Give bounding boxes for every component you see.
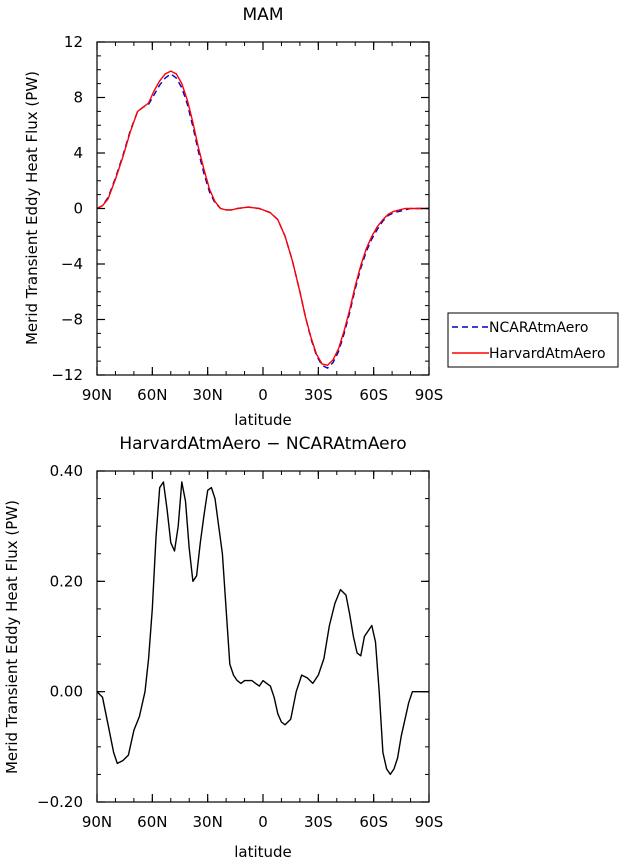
x-tick-label: 30S: [304, 813, 333, 831]
legend-label-harvard: HarvardAtmAero: [489, 346, 606, 362]
legend-label-ncar: NCARAtmAero: [489, 320, 588, 336]
y-tick-label: 12: [64, 33, 83, 51]
y-tick-label: −0.20: [37, 793, 83, 811]
x-tick-label: 0: [258, 386, 268, 404]
bottom-chart-axes: 90N 60N 30N 0 30S 60S 90S 0.40 0.20 0.00 −0.20: [37, 462, 443, 831]
top-chart-legend: NCARAtmAero HarvardAtmAero: [447, 312, 619, 368]
top-chart-x-label: latitude: [234, 411, 292, 429]
top-chart-marks: [96, 70, 429, 369]
x-tick-label: 90S: [415, 386, 444, 404]
x-tick-label: 30N: [193, 813, 223, 831]
y-tick-label: 4: [73, 144, 83, 162]
x-tick-label: 0: [258, 813, 268, 831]
series-line-difference: [96, 481, 429, 776]
x-tick-label: 30N: [193, 386, 223, 404]
series-line-ncaratmaero: [96, 73, 429, 369]
x-tick-label: 60S: [359, 386, 388, 404]
x-tick-label: 90N: [82, 813, 112, 831]
x-tick-label: 60N: [137, 386, 167, 404]
y-tick-label: −4: [61, 255, 83, 273]
top-chart-panel: MAM 90N 60N 30N 0 30S 60S 90S 12 8 4 0 −4 −8 −12 lati…: [23, 5, 619, 429]
x-tick-label: 60S: [359, 813, 388, 831]
series-line-harvardatmaero: [96, 70, 429, 366]
bottom-chart-title: HarvardAtmAero − NCARAtmAero: [119, 434, 406, 454]
top-chart-frame: [96, 41, 430, 376]
y-tick-label: −12: [51, 366, 83, 384]
x-tick-label: 60N: [137, 813, 167, 831]
bottom-chart-panel: HarvardAtmAero − NCARAtmAero 90N 60N 30N 0 3…: [3, 434, 443, 861]
legend-box: [447, 312, 619, 368]
top-chart-title: MAM: [243, 5, 284, 25]
bottom-chart-marks: [96, 481, 429, 776]
x-tick-label: 90S: [415, 813, 444, 831]
y-tick-label: −8: [61, 311, 83, 329]
bottom-chart-x-label: latitude: [234, 843, 292, 861]
y-tick-label: 0.00: [50, 683, 83, 701]
x-tick-label: 90N: [82, 386, 112, 404]
y-tick-label: 8: [73, 89, 83, 107]
y-tick-label: 0.40: [50, 462, 83, 480]
top-chart-axes: 90N 60N 30N 0 30S 60S 90S 12 8 4 0 −4 −8 −12: [51, 33, 443, 404]
x-tick-label: 30S: [304, 386, 333, 404]
y-tick-label: 0: [73, 200, 83, 218]
bottom-chart-frame: [96, 470, 430, 803]
y-tick-label: 0.20: [50, 572, 83, 590]
bottom-chart-y-label: Merid Transient Eddy Heat Flux (PW): [3, 500, 21, 774]
top-chart-y-label: Merid Transient Eddy Heat Flux (PW): [23, 71, 41, 345]
